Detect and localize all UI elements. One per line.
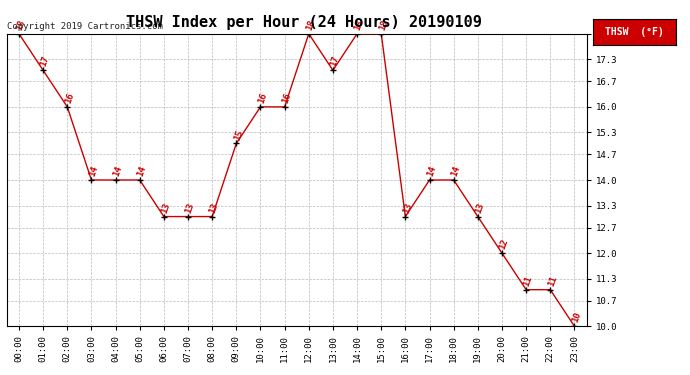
Text: 11: 11 <box>546 274 558 288</box>
Text: 13: 13 <box>401 201 413 214</box>
Text: 15: 15 <box>232 128 244 141</box>
Text: THSW Index per Hour (24 Hours) 20190109: THSW Index per Hour (24 Hours) 20190109 <box>126 15 482 30</box>
Text: 16: 16 <box>63 92 75 105</box>
Text: 18: 18 <box>304 18 317 32</box>
Text: 10: 10 <box>570 311 582 324</box>
Text: 17: 17 <box>39 55 51 68</box>
Text: 14: 14 <box>111 165 124 178</box>
Text: 14: 14 <box>87 165 99 178</box>
Text: 13: 13 <box>159 201 172 214</box>
Text: 11: 11 <box>522 274 534 288</box>
Text: 13: 13 <box>208 201 220 214</box>
Text: 17: 17 <box>328 55 341 68</box>
Text: Copyright 2019 Cartronics.com: Copyright 2019 Cartronics.com <box>7 22 163 31</box>
Text: THSW  (°F): THSW (°F) <box>605 27 664 37</box>
Text: 13: 13 <box>473 201 486 214</box>
Text: 16: 16 <box>280 92 293 105</box>
Text: 14: 14 <box>425 165 437 178</box>
Text: 13: 13 <box>184 201 196 214</box>
Text: 14: 14 <box>449 165 462 178</box>
Text: 18: 18 <box>14 18 27 32</box>
Text: 14: 14 <box>135 165 148 178</box>
Text: 16: 16 <box>256 92 268 105</box>
Text: 18: 18 <box>353 18 365 32</box>
Text: 18: 18 <box>377 18 389 32</box>
Text: 12: 12 <box>497 238 510 251</box>
